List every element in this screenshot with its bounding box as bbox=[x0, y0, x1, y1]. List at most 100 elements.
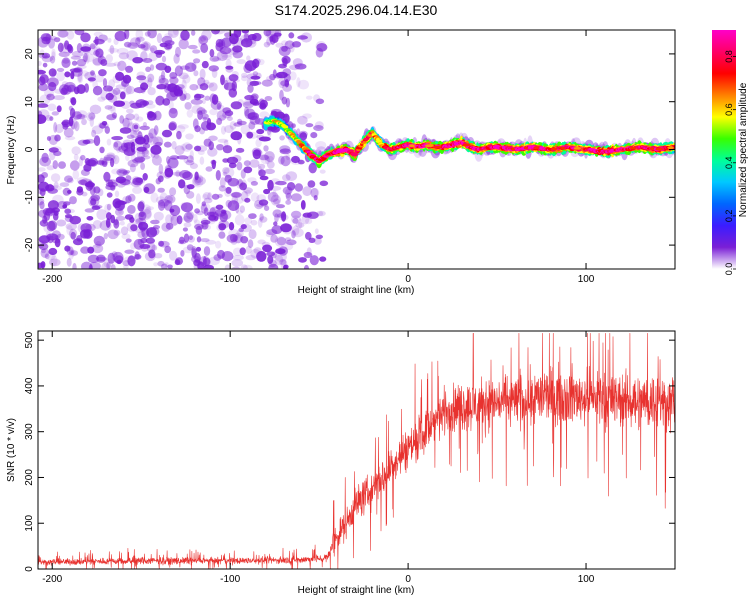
noise-blob bbox=[256, 251, 267, 262]
spectrogram-y-tick-label: 20 bbox=[24, 48, 35, 60]
snr-panel: -200 -100 0 100 0 100 200 300 400 500 Height of … bbox=[6, 330, 676, 596]
noise-blob bbox=[69, 160, 80, 171]
noise-blob bbox=[185, 133, 194, 140]
noise-blob bbox=[67, 45, 74, 54]
noise-blob bbox=[125, 238, 132, 243]
noise-blob bbox=[243, 33, 250, 42]
noise-blob bbox=[200, 203, 208, 214]
noise-blob bbox=[210, 159, 217, 165]
noise-blob bbox=[300, 200, 306, 210]
noise-blob bbox=[147, 73, 155, 83]
colorbar-tick-label: 0.6 bbox=[724, 103, 734, 116]
noise-blob bbox=[222, 167, 230, 174]
noise-blob bbox=[43, 211, 51, 221]
noise-blob bbox=[272, 36, 278, 43]
noise-blob bbox=[211, 68, 218, 79]
noise-blob bbox=[142, 58, 153, 63]
noise-blob bbox=[89, 43, 96, 50]
noise-blob bbox=[216, 50, 228, 62]
noise-blob bbox=[203, 207, 209, 217]
noise-blob bbox=[174, 65, 183, 77]
noise-blob bbox=[250, 75, 261, 80]
noise-blob bbox=[118, 52, 130, 60]
colorbar: 0.0 0.2 0.4 0.6 0.8 Normalized spectral ampl… bbox=[712, 30, 749, 275]
noise-blob bbox=[169, 83, 174, 91]
noise-blob bbox=[76, 58, 87, 67]
noise-blob bbox=[66, 257, 72, 267]
noise-blob bbox=[190, 98, 203, 105]
noise-blob bbox=[132, 177, 144, 186]
noise-blob bbox=[153, 211, 164, 221]
noise-blob bbox=[48, 68, 57, 77]
noise-blob bbox=[56, 71, 66, 82]
noise-blob bbox=[313, 125, 324, 131]
noise-blob bbox=[200, 109, 208, 114]
noise-blob bbox=[252, 71, 259, 76]
snr-y-tick-label: 100 bbox=[24, 514, 35, 531]
noise-blob bbox=[251, 81, 262, 86]
noise-blob bbox=[70, 231, 76, 240]
noise-blob bbox=[305, 95, 313, 100]
noise-blob bbox=[115, 71, 125, 81]
noise-blob bbox=[167, 30, 179, 38]
noise-blob bbox=[220, 125, 227, 135]
noise-blob bbox=[86, 216, 94, 221]
noise-blob bbox=[263, 30, 272, 37]
ridge-peak bbox=[560, 146, 565, 150]
noise-blob bbox=[167, 157, 179, 169]
noise-blob bbox=[130, 129, 138, 139]
noise-blob bbox=[232, 45, 243, 53]
noise-blob bbox=[309, 255, 319, 266]
noise-blob bbox=[59, 182, 70, 188]
ridge-peak bbox=[462, 143, 471, 147]
noise-blob bbox=[123, 147, 136, 156]
noise-blob bbox=[54, 134, 61, 142]
noise-blob bbox=[88, 112, 96, 120]
noise-blob bbox=[295, 222, 305, 229]
noise-blob bbox=[231, 37, 237, 47]
noise-blob bbox=[230, 47, 240, 55]
noise-blob bbox=[85, 53, 90, 64]
snr-y-tick-label: 0 bbox=[24, 566, 35, 572]
noise-blob bbox=[285, 153, 290, 161]
noise-blob bbox=[285, 199, 292, 205]
noise-blob bbox=[168, 101, 174, 109]
noise-blob bbox=[250, 248, 261, 259]
noise-blob bbox=[44, 253, 50, 259]
noise-blob bbox=[258, 136, 271, 142]
noise-blob bbox=[247, 177, 257, 183]
noise-blob bbox=[292, 225, 300, 236]
noise-blob bbox=[237, 118, 243, 125]
noise-blob bbox=[78, 179, 88, 186]
noise-blob bbox=[74, 121, 80, 132]
noise-blob bbox=[226, 234, 238, 243]
noise-blob bbox=[212, 212, 220, 222]
noise-blob bbox=[42, 62, 48, 68]
noise-blob bbox=[256, 134, 265, 139]
noise-blob bbox=[84, 138, 95, 144]
noise-blob bbox=[158, 240, 165, 247]
noise-blob bbox=[232, 50, 243, 59]
noise-blob bbox=[38, 235, 51, 244]
noise-blob bbox=[246, 73, 258, 80]
noise-blob bbox=[271, 251, 277, 259]
noise-blob bbox=[243, 30, 249, 39]
ridge-peak bbox=[408, 144, 415, 148]
noise-blob bbox=[191, 104, 203, 114]
noise-blob bbox=[182, 142, 192, 152]
noise-blob bbox=[93, 235, 105, 246]
noise-blob bbox=[208, 214, 217, 221]
noise-blob bbox=[68, 105, 73, 111]
noise-blob bbox=[38, 69, 46, 75]
noise-blob bbox=[44, 87, 54, 98]
noise-blob bbox=[123, 142, 134, 149]
noise-blob bbox=[276, 204, 285, 209]
noise-blob bbox=[319, 180, 329, 187]
noise-blob bbox=[93, 135, 101, 147]
noise-blob bbox=[156, 84, 167, 90]
noise-blob bbox=[229, 33, 239, 45]
noise-blob bbox=[298, 257, 307, 263]
noise-blob bbox=[218, 114, 227, 121]
noise-blob bbox=[225, 65, 234, 70]
noise-blob bbox=[252, 149, 261, 160]
